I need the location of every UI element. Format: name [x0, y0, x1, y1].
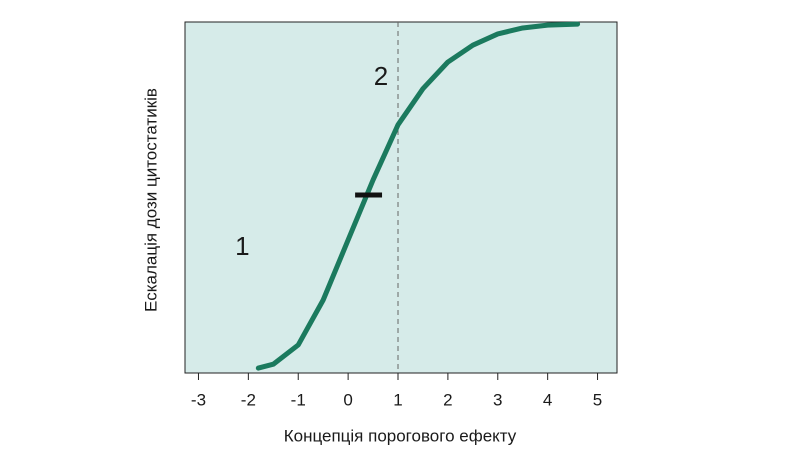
x-axis-label: Концепція порогового ефекту — [284, 426, 517, 445]
plot-area — [184, 21, 618, 374]
x-tick-label: 2 — [443, 390, 452, 409]
y-axis-label: Ескалація дози цитостатиків — [141, 88, 160, 312]
curve — [255, 21, 581, 371]
x-tick-label: 3 — [493, 390, 502, 409]
x-tick-label: -3 — [191, 390, 206, 409]
annotation: 2 — [374, 61, 388, 91]
x-tick-label: -2 — [241, 390, 256, 409]
x-tick-label: -1 — [291, 390, 306, 409]
x-tick-label: 0 — [343, 390, 352, 409]
x-tick-label: 5 — [593, 390, 602, 409]
annotation: 1 — [235, 231, 249, 261]
x-tick-label: 1 — [393, 390, 402, 409]
x-tick-label: 4 — [543, 390, 552, 409]
